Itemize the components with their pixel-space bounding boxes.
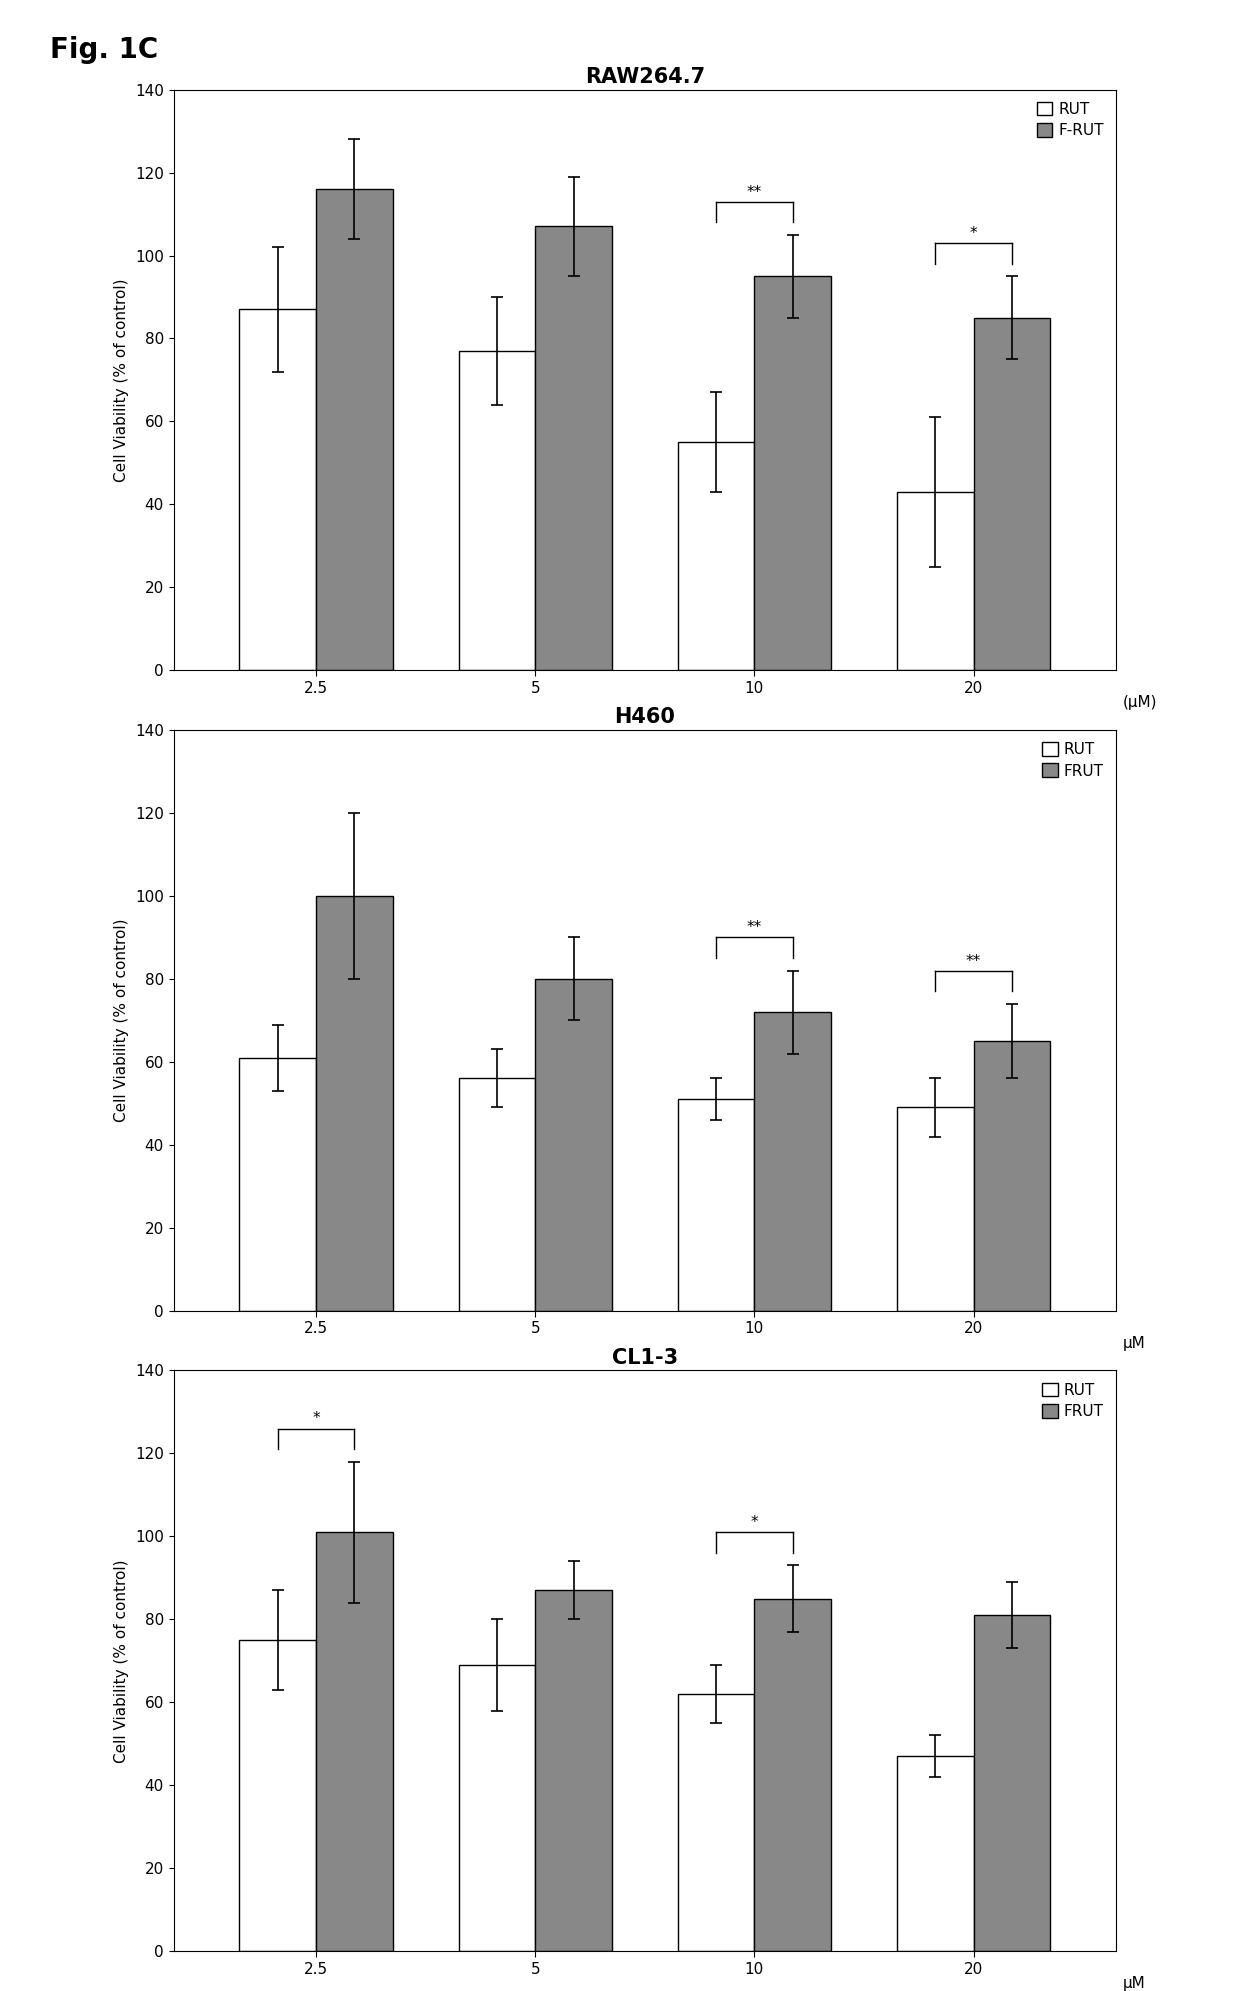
Legend: RUT, F-RUT: RUT, F-RUT: [1033, 98, 1109, 143]
Text: **: **: [746, 185, 763, 199]
Bar: [239, 1057, 316, 1310]
Bar: [897, 1107, 973, 1310]
Text: *: *: [312, 1412, 320, 1426]
Title: CL1-3: CL1-3: [611, 1348, 678, 1368]
Bar: [678, 1099, 754, 1310]
Bar: [897, 492, 973, 671]
Bar: [754, 1599, 831, 1951]
Bar: [678, 1694, 754, 1951]
Bar: [316, 189, 393, 671]
Text: *: *: [970, 227, 977, 241]
Bar: [678, 442, 754, 671]
Bar: [459, 1664, 536, 1951]
Bar: [754, 277, 831, 671]
Y-axis label: Cell Viability (% of control): Cell Viability (% of control): [114, 1559, 129, 1762]
Bar: [459, 1079, 536, 1310]
Text: **: **: [746, 920, 763, 936]
Bar: [316, 1533, 393, 1951]
Bar: [239, 309, 316, 671]
Text: (μM): (μM): [1123, 695, 1157, 711]
Bar: [973, 1615, 1050, 1951]
Bar: [536, 980, 611, 1310]
Y-axis label: Cell Viability (% of control): Cell Viability (% of control): [114, 918, 129, 1123]
Text: μM: μM: [1123, 1977, 1146, 1991]
Bar: [973, 1041, 1050, 1310]
Bar: [897, 1756, 973, 1951]
Bar: [459, 350, 536, 671]
Legend: RUT, FRUT: RUT, FRUT: [1038, 739, 1109, 782]
Legend: RUT, FRUT: RUT, FRUT: [1038, 1378, 1109, 1424]
Y-axis label: Cell Viability (% of control): Cell Viability (% of control): [114, 279, 129, 482]
Bar: [239, 1641, 316, 1951]
Text: μM: μM: [1123, 1336, 1146, 1350]
Text: *: *: [750, 1515, 758, 1531]
Title: H460: H460: [614, 707, 676, 727]
Bar: [536, 1591, 611, 1951]
Text: **: **: [966, 954, 981, 968]
Bar: [754, 1011, 831, 1310]
Bar: [973, 319, 1050, 671]
Text: Fig. 1C: Fig. 1C: [50, 36, 157, 64]
Bar: [536, 227, 611, 671]
Title: RAW264.7: RAW264.7: [585, 66, 704, 88]
Bar: [316, 896, 393, 1310]
